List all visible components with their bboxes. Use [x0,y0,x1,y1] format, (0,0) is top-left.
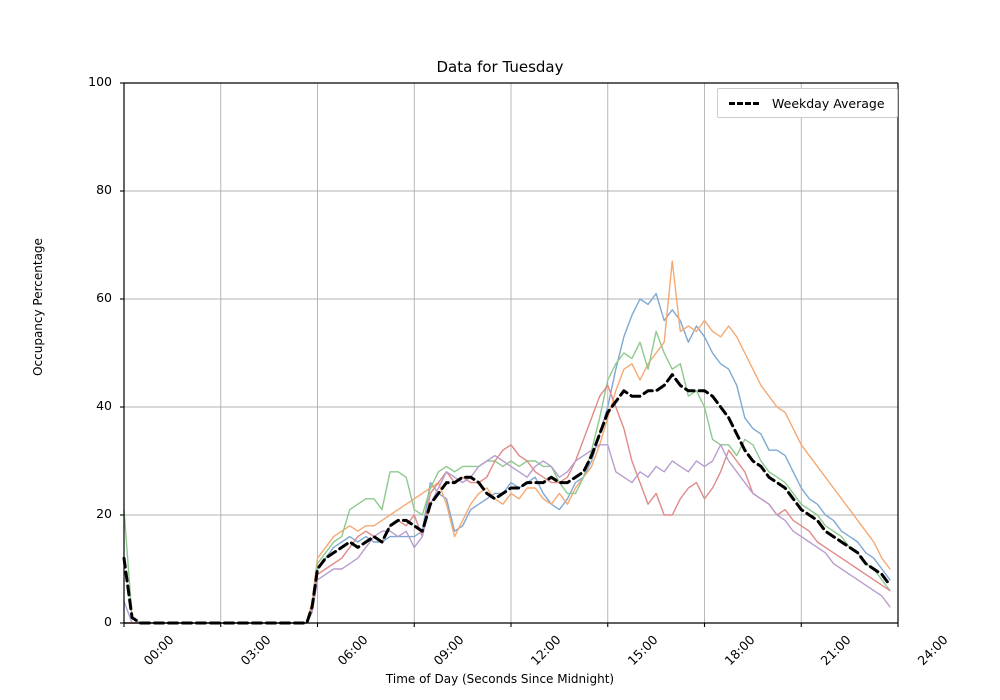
grid-lines [123,82,899,624]
series-line-series-1 [123,292,891,624]
y-axis-tick-label: 60 [96,290,112,305]
legend-line-swatch-weekday-average [729,101,759,105]
y-axis-tick-label: 80 [96,182,112,197]
y-axis-tick-label: 20 [96,506,112,521]
series-line-series-5 [123,444,891,624]
series-line-series-2 [123,260,891,624]
data-series-group [122,260,892,625]
chart-legend[interactable]: Weekday Average [717,88,898,118]
series-line-weekday-average [122,373,892,625]
y-axis-tick-label: 100 [88,74,112,89]
chart-title: Data for Tuesday [436,58,564,76]
x-axis-label: Time of Day (Seconds Since Midnight) [385,672,615,686]
y-axis-tick-label: 40 [96,398,112,413]
series-line-series-4 [123,384,891,624]
y-axis-tick-label: 0 [104,614,112,629]
series-line-series-3 [123,330,891,624]
axis-spines [120,82,899,627]
legend-label-weekday-average: Weekday Average [772,95,885,111]
